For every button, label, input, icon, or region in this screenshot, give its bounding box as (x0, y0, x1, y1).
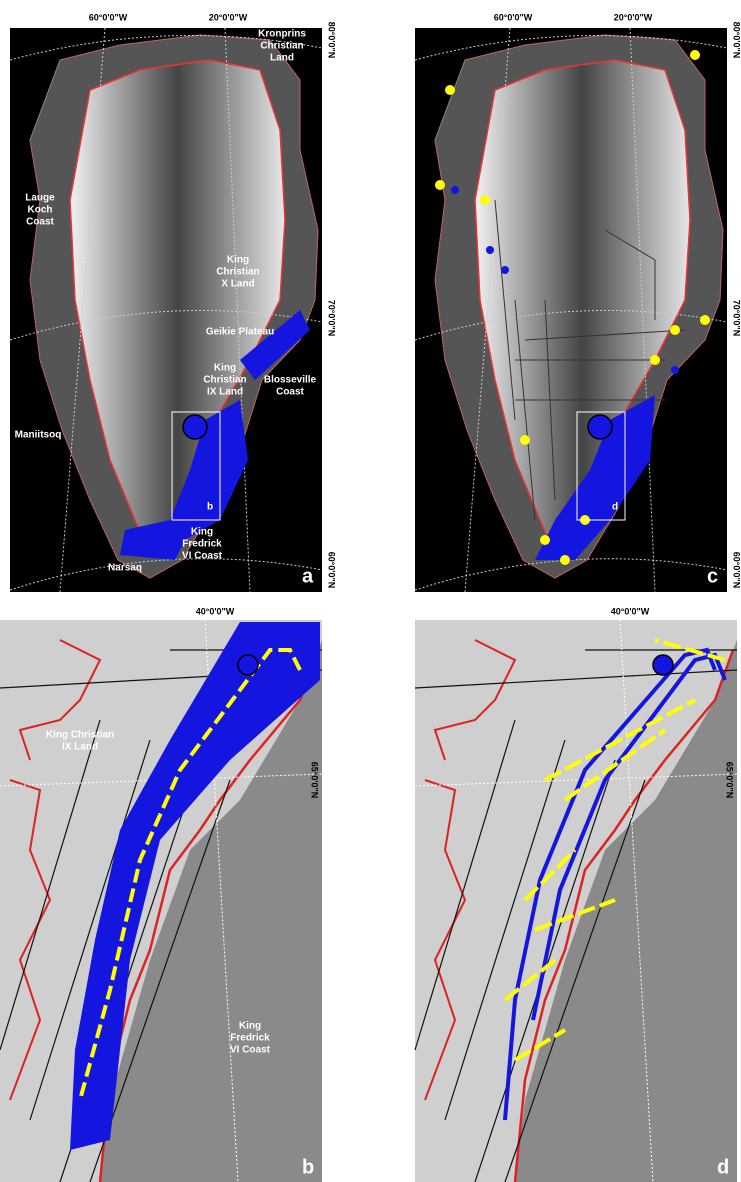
latitude-label: 60°0'0"N (732, 552, 741, 589)
longitude-label: 20°0'0"W (209, 12, 248, 22)
radar-point (560, 555, 570, 565)
latitude-label: 70°0'0"N (732, 300, 741, 337)
inset-label: d (612, 502, 618, 513)
map-panel: b a 60°0'0"W 20°0'0"W 80°0'0"N 70°0'0"N 60°0'0… (10, 12, 337, 592)
figure: b a 60°0'0"W 20°0'0"W 80°0'0"N 70°0'0"N 60°0'0… (0, 0, 741, 1182)
station (238, 655, 258, 675)
place-label: Maniitsoq (15, 430, 62, 441)
radar-point (501, 266, 509, 274)
radar-point (601, 476, 609, 484)
place-label: King (214, 363, 236, 374)
place-label: King (191, 527, 213, 538)
place-label: IX Land (62, 742, 98, 753)
radar-point (435, 180, 445, 190)
place-label: Coast (26, 217, 54, 228)
place-label: Blosseville (264, 375, 317, 386)
latitude-label: 65°0'0"N (725, 762, 735, 799)
radar-point (520, 435, 530, 445)
place-label: King (239, 1021, 261, 1032)
latitude-label: 80°0'0"N (327, 22, 337, 59)
inset-label: b (207, 502, 213, 513)
place-label: Geikie Plateau (206, 327, 274, 338)
longitude-label: 60°0'0"W (494, 12, 533, 22)
place-label: IX Land (207, 387, 243, 398)
panel-letter: c (707, 565, 718, 587)
radar-point (700, 315, 710, 325)
longitude-label: 40°0'0"W (196, 606, 235, 616)
radar-point (451, 186, 459, 194)
station (183, 415, 207, 439)
latitude-label: 65°0'0"N (310, 762, 320, 799)
place-label: Land (270, 53, 294, 64)
panel-letter: b (302, 1156, 314, 1178)
radar-point (445, 85, 455, 95)
place-label: Narsaq (108, 563, 142, 574)
latitude-label: 60°0'0"N (327, 552, 337, 589)
radar-point (486, 246, 494, 254)
place-label: Koch (28, 205, 53, 216)
panel-letter: a (302, 565, 314, 587)
place-label: Fredrick (182, 539, 222, 550)
place-label: Christian (216, 267, 259, 278)
place-label: King Christian (46, 730, 114, 741)
latitude-label: 80°0'0"N (732, 22, 741, 59)
place-label: Kronprins (258, 29, 306, 40)
panel-letter: d (717, 1156, 729, 1178)
radar-point (540, 535, 550, 545)
place-label: King (227, 255, 249, 266)
place-label: VI Coast (182, 551, 223, 562)
zoom-panel: 40°0'0"W 65°0'0"N d (415, 606, 737, 1182)
radar-point (670, 325, 680, 335)
longitude-label: 40°0'0"W (611, 606, 650, 616)
place-label: Lauge (25, 193, 55, 204)
radar-point (671, 366, 679, 374)
longitude-label: 20°0'0"W (614, 12, 653, 22)
radar-point (480, 195, 490, 205)
latitude-label: 70°0'0"N (327, 300, 337, 337)
longitude-label: 60°0'0"W (89, 12, 128, 22)
place-label: Christian (260, 41, 303, 52)
station (588, 415, 612, 439)
place-label: Christian (203, 375, 246, 386)
station (653, 655, 673, 675)
place-label: Fredrick (230, 1033, 270, 1044)
map-panel: d c 60°0'0"W 20°0'0"W 80°0'0"N 70°0'0"N 60°0'0… (415, 12, 741, 592)
radar-point (690, 50, 700, 60)
place-label: X Land (221, 279, 254, 290)
radar-point (650, 355, 660, 365)
place-label: VI Coast (230, 1045, 271, 1056)
place-label: Coast (276, 387, 304, 398)
